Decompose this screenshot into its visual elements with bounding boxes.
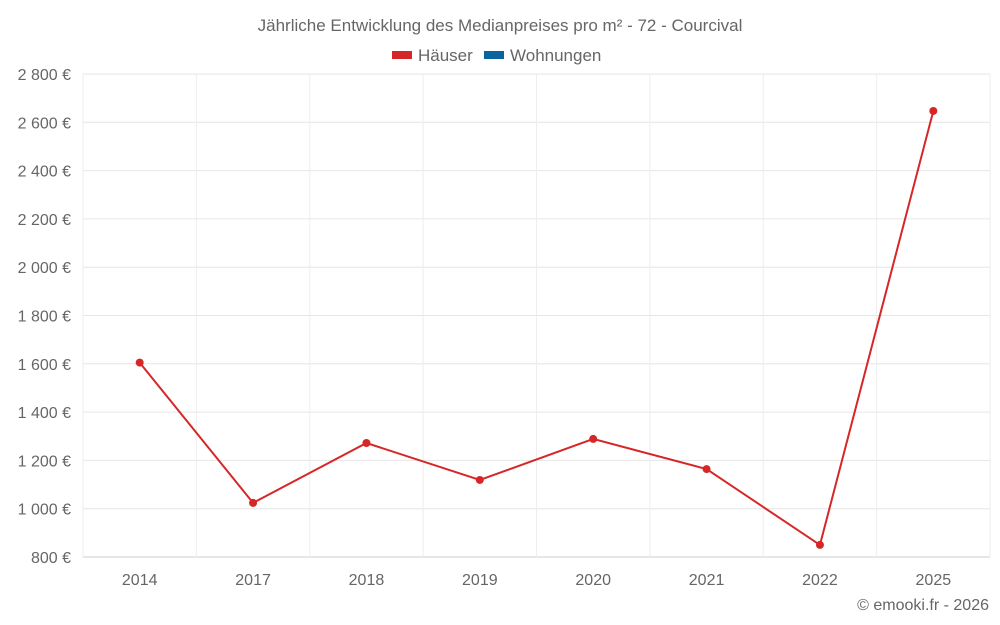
credit: © emooki.fr - 2026: [857, 597, 989, 614]
data-point: [589, 434, 598, 443]
y-tick-label: 1 400 €: [18, 405, 71, 422]
legend-swatch-haeuser: [392, 51, 412, 59]
x-tick-label: 2021: [689, 572, 725, 589]
legend-label-haeuser[interactable]: Häuser: [418, 46, 473, 65]
y-tick-label: 800 €: [31, 550, 71, 567]
y-tick-label: 1 200 €: [18, 453, 71, 470]
legend-label-wohnungen[interactable]: Wohnungen: [510, 46, 601, 65]
data-point: [929, 106, 938, 115]
data-point: [362, 439, 371, 448]
data-point: [249, 498, 258, 507]
y-tick-label: 2 600 €: [18, 115, 71, 132]
data-point: [702, 465, 711, 474]
x-tick-label: 2020: [575, 572, 611, 589]
legend[interactable]: Häuser Wohnungen: [392, 46, 601, 65]
x-tick-label: 2019: [462, 572, 498, 589]
x-tick-label: 2025: [916, 572, 952, 589]
y-tick-label: 1 600 €: [18, 357, 71, 374]
y-tick-label: 2 800 €: [18, 67, 71, 84]
chart-title: Jährliche Entwicklung des Medianpreises …: [258, 16, 743, 35]
data-point: [815, 540, 824, 549]
y-tick-label: 1 800 €: [18, 309, 71, 326]
data-point: [475, 475, 484, 484]
y-tick-label: 1 000 €: [18, 502, 71, 519]
x-tick-label: 2014: [122, 572, 158, 589]
x-tick-label: 2018: [349, 572, 385, 589]
legend-swatch-wohnungen: [484, 51, 504, 59]
series-line-0: [138, 110, 935, 547]
y-tick-label: 2 000 €: [18, 260, 71, 277]
x-tick-label: 2022: [802, 572, 838, 589]
data-point: [135, 358, 144, 367]
y-tick-label: 2 200 €: [18, 212, 71, 229]
y-tick-label: 2 400 €: [18, 164, 71, 181]
x-tick-label: 2017: [235, 572, 271, 589]
